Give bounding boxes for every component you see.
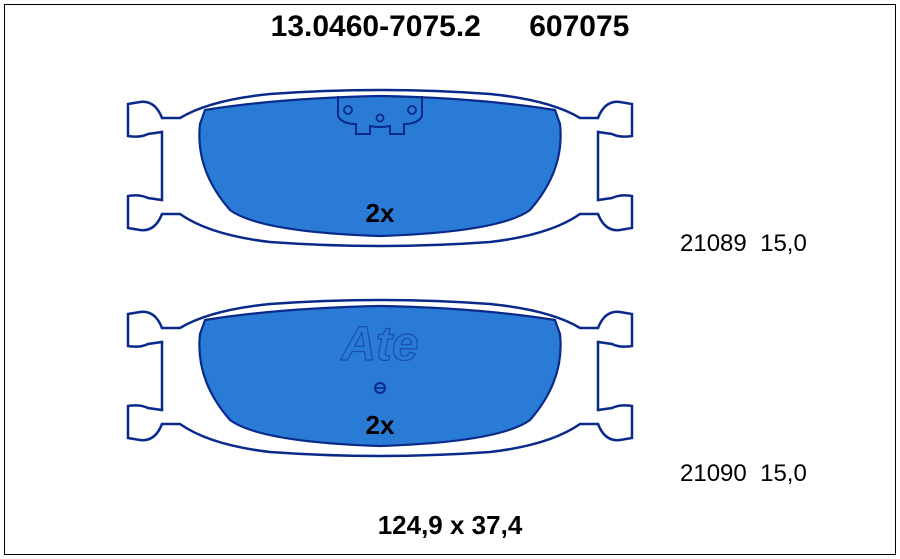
brake-pad-bottom: Ate xyxy=(120,290,640,470)
pad-bottom-quantity: 2x xyxy=(360,410,400,441)
pad-bottom-code: 21090 xyxy=(680,460,747,487)
ate-logo: Ate xyxy=(340,318,418,371)
pad-top-quantity: 2x xyxy=(360,198,400,229)
pad-bottom-thickness: 15,0 xyxy=(760,460,807,487)
pad-bottom-code-label: 21090 15,0 xyxy=(680,460,807,488)
pad-top-thickness: 15,0 xyxy=(760,230,807,257)
header: 13.0460-7075.2 607075 xyxy=(0,10,900,44)
diagram-area: 2x 21089 15,0 Ate 2x 21090 15,0 xyxy=(0,60,900,520)
pad-top-code-label: 21089 15,0 xyxy=(680,230,807,258)
dimensions-label: 124,9 x 37,4 xyxy=(0,510,900,541)
secondary-number: 607075 xyxy=(529,10,629,43)
pad-top-code: 21089 xyxy=(680,230,747,257)
part-number: 13.0460-7075.2 xyxy=(271,10,481,43)
brake-pad-top xyxy=(120,80,640,260)
